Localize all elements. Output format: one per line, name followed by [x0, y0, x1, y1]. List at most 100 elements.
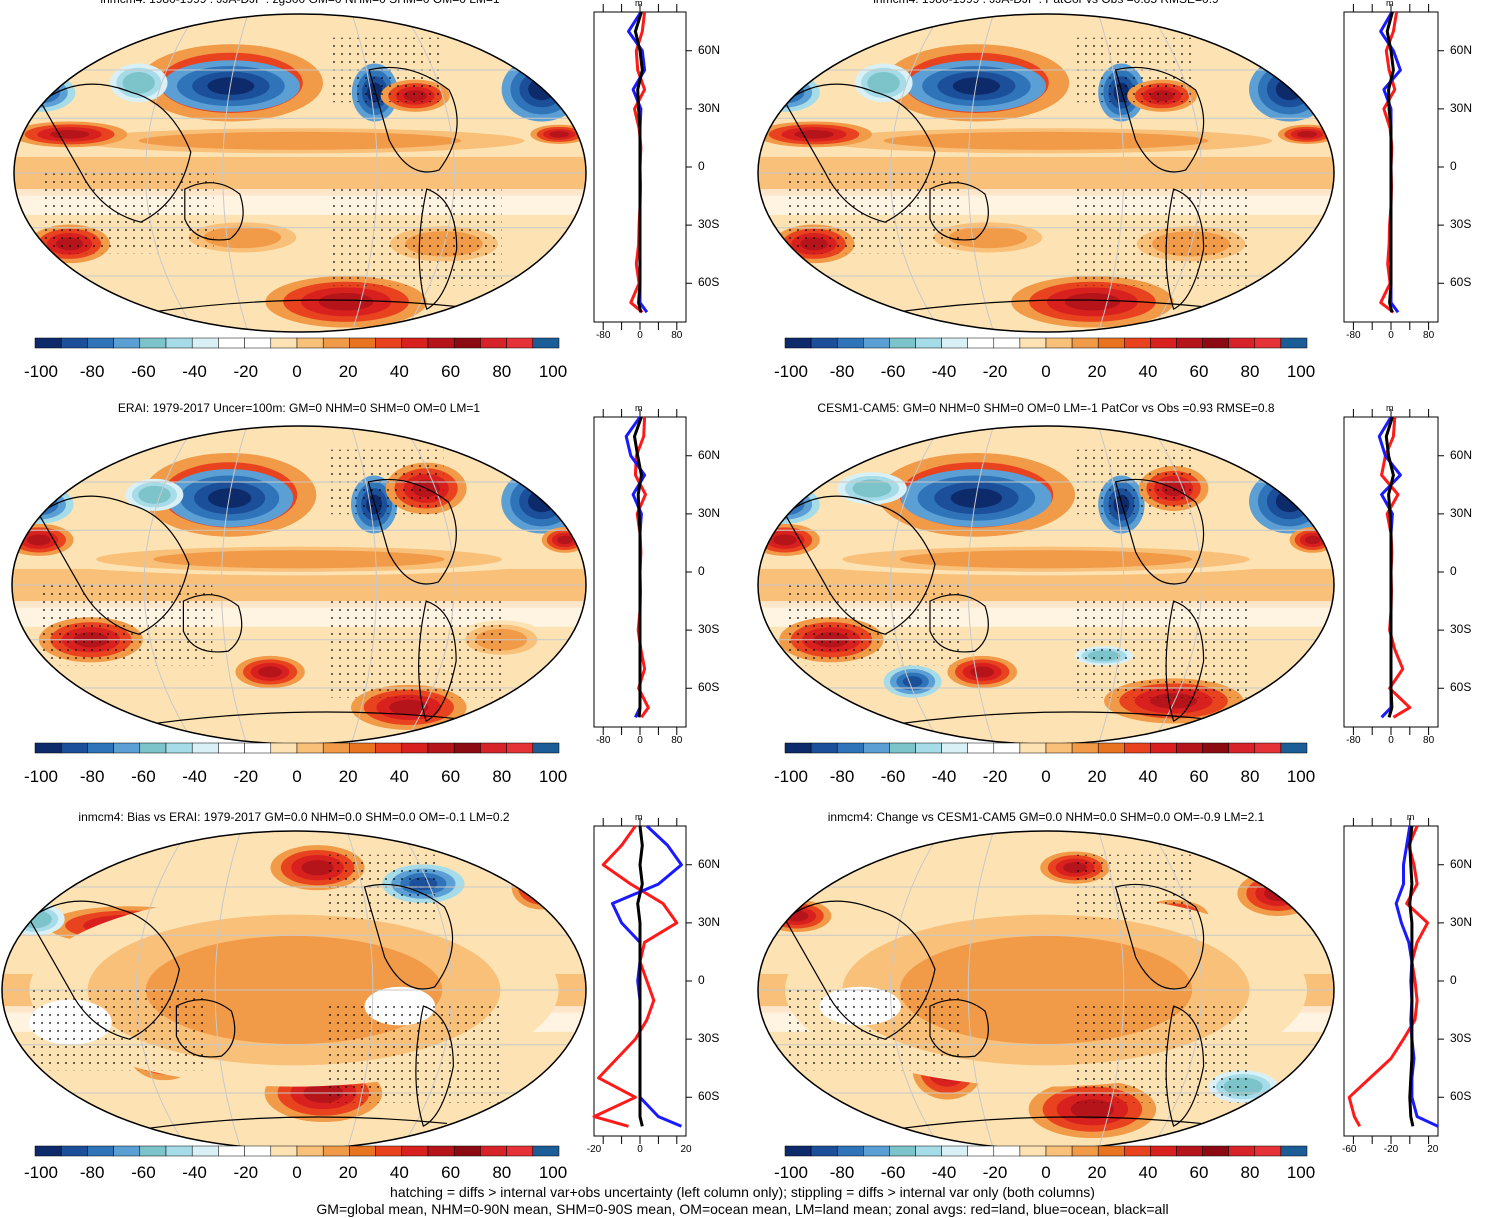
colorbar-swatch — [863, 1145, 890, 1157]
zonal-x-tick-label: -80 — [1346, 735, 1361, 746]
colorbar-swatch — [1097, 337, 1125, 349]
lat-tick-label: 0 — [698, 159, 705, 173]
colorbar-swatch — [1124, 1145, 1151, 1157]
coastline — [363, 883, 454, 990]
colorbar-swatch — [1228, 1145, 1256, 1157]
colorbar-swatch — [375, 1145, 403, 1157]
colorbar-swatch — [1097, 742, 1125, 754]
colorbar-swatch — [1124, 742, 1151, 754]
colorbar-label: -100 — [773, 767, 809, 786]
contour-blob — [122, 72, 155, 94]
colorbar-swatch — [1097, 1145, 1125, 1157]
longitude-gridline — [398, 831, 453, 1149]
lat-tick-label: 60S — [1450, 275, 1472, 290]
zonal-series-line — [610, 824, 683, 1128]
colorbar-label: -20 — [233, 1163, 259, 1182]
zonal-x-tick-label: -20 — [586, 1144, 602, 1155]
contour-blob — [1304, 535, 1321, 545]
stippling — [40, 173, 214, 254]
lat-tick-label: 60N — [1450, 447, 1473, 462]
colorbar-swatch — [1280, 742, 1308, 754]
longitude-gridline — [967, 831, 995, 1149]
colorbar-swatch — [296, 1145, 324, 1157]
coastline — [1114, 883, 1205, 990]
colorbar-label: 40 — [1138, 767, 1158, 786]
zonal-x-tick-label: -60 — [1341, 1144, 1357, 1155]
colorbar-label: 80 — [1240, 1163, 1260, 1182]
zonal-x-tick-label: 0 — [637, 735, 643, 746]
colorbar-swatch — [401, 742, 429, 754]
colorbar-swatch — [218, 742, 245, 754]
map-field — [2, 831, 586, 1149]
longitude-gridline — [214, 831, 242, 1149]
coastline — [900, 1116, 1202, 1130]
zonal-x-tick-label: 20 — [680, 1144, 692, 1155]
colorbar-label: -80 — [79, 362, 105, 381]
colorbar-swatch — [784, 1145, 812, 1157]
colorbar-label: -40 — [931, 1163, 957, 1182]
colorbar-swatch — [480, 1145, 507, 1157]
colorbar-swatch — [836, 742, 864, 754]
lat-tick-label: 30N — [698, 505, 721, 520]
lat-tick-label: 30N — [1450, 914, 1473, 929]
colorbar-label: 80 — [1240, 767, 1260, 786]
coastline — [1165, 188, 1205, 310]
colorbar-swatch — [165, 1145, 193, 1157]
zonal-x-tick-label: -80 — [595, 735, 611, 746]
contour-blob — [138, 131, 462, 150]
colorbar-swatch — [60, 742, 88, 754]
colorbar-swatch — [1150, 742, 1177, 754]
contour-blob — [1297, 131, 1317, 138]
colorbar-swatch — [401, 1145, 429, 1157]
longitude-gridline — [967, 426, 995, 744]
colorbar-label: 0 — [1041, 767, 1051, 786]
zonal-mean-plot — [593, 409, 692, 735]
colorbar-swatch — [810, 1145, 838, 1157]
colorbar-swatch — [1228, 742, 1256, 754]
coastline — [418, 188, 458, 310]
colorbar-label: -40 — [182, 362, 207, 381]
colorbar-label: -20 — [233, 362, 259, 381]
zonal-series-line — [592, 825, 679, 1128]
colorbar-label: 60 — [441, 362, 461, 381]
map-field — [758, 831, 1334, 1149]
colorbar-swatch — [1176, 337, 1203, 349]
zonal-series-line — [633, 416, 650, 719]
colorbar-swatch — [863, 337, 890, 349]
lat-tick-label: 60S — [1450, 680, 1472, 695]
contour-blob — [970, 666, 995, 678]
map — [1, 830, 587, 1150]
colorbar-swatch — [139, 1145, 167, 1157]
colorbar-label: -80 — [829, 1163, 855, 1182]
zonal-series-line — [633, 416, 643, 718]
zonal-mean-plot — [1343, 818, 1444, 1144]
colorbar-swatch — [113, 1145, 141, 1157]
colorbar-label: -20 — [982, 767, 1008, 786]
zonal-x-tick-label: 0 — [1388, 735, 1394, 746]
colorbar-swatch — [1071, 337, 1099, 349]
zonal-mean-plot — [592, 818, 692, 1144]
lat-tick-label: 30N — [1450, 100, 1473, 115]
colorbar-swatch — [1019, 742, 1047, 754]
colorbar-swatch — [322, 337, 350, 349]
colorbar-label: 60 — [1189, 362, 1209, 381]
lat-tick-label: 30N — [698, 914, 721, 929]
coastline — [154, 711, 455, 725]
panel-title: inmcm4: Bias vs ERAI: 1979-2017 GM=0.0 N… — [78, 810, 510, 824]
colorbar-label: -60 — [131, 1163, 156, 1182]
longitude-gridline — [889, 426, 943, 744]
zonal-x-tick-label: 0 — [637, 330, 643, 341]
panel-title: inmcm4: Change vs CESM1-CAM5 GM=0.0 NHM=… — [827, 810, 1265, 824]
colorbar-label: 100 — [538, 767, 568, 786]
colorbar-swatch — [427, 337, 455, 349]
longitude-gridline — [889, 14, 943, 332]
colorbar-label: 100 — [1286, 362, 1316, 381]
colorbar-swatch — [349, 337, 376, 349]
colorbar-label: -100 — [773, 362, 809, 381]
zonal-series-line — [1347, 825, 1430, 1128]
colorbar-swatch — [87, 1145, 114, 1157]
zonal-x-tick-label: 0 — [1388, 330, 1394, 341]
longitude-gridline — [350, 426, 377, 744]
colorbar-label: 0 — [1041, 362, 1051, 381]
contour-blob — [518, 869, 564, 905]
